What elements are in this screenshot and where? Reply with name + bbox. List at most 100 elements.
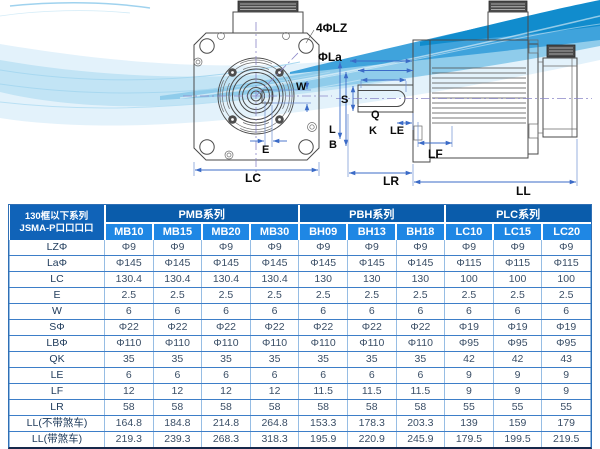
table-row: LR 58 58 58 58 58 58 58 55 55 55 [9,399,591,416]
value-cell: 130.4 [249,271,300,288]
value-cell: 9 [492,383,543,400]
row-label: QK [9,351,105,368]
value-cell: Φ110 [104,335,154,352]
label-flange-lf: LF [428,147,443,161]
value-cell: 9 [444,367,494,384]
value-cell: Φ110 [395,335,446,352]
value-cell: Φ22 [249,319,300,336]
value-cell: 100 [541,271,591,288]
value-cell: 178.3 [346,415,397,432]
value-cell: 2.5 [298,287,348,304]
value-cell: 179.5 [444,431,494,447]
value-cell: Φ95 [444,335,494,352]
table-row: QK 35 35 35 35 35 35 35 42 42 43 [9,351,591,368]
value-cell: 184.8 [152,415,203,432]
value-cell: 9 [492,367,543,384]
model-header-lc10: LC10 [443,223,494,240]
value-cell: 58 [298,399,348,416]
value-cell: 245.9 [395,431,446,447]
value-cell: 35 [201,351,251,368]
model-header-lc20: LC20 [540,223,591,240]
corner-line1: 130框以下系列 [24,210,89,222]
front-view-drawing: 4ΦLZ ΦLa W E LC [183,0,347,185]
model-header-row: MB10 MB15 MB20 MB30 BH09 BH13 BH18 LC10 LC15 LC20 [10,223,591,240]
value-cell: Φ110 [298,335,348,352]
value-cell: 199.5 [492,431,543,447]
model-header-mb10: MB10 [103,223,154,240]
value-cell: Φ22 [298,319,348,336]
value-cell: Φ115 [444,255,494,272]
label-key-k: K [369,125,377,137]
cooling-ribs [432,67,526,124]
value-cell: 55 [444,399,494,416]
value-cell: 130 [346,271,397,288]
value-cell: 268.3 [201,431,251,447]
value-cell: Φ19 [492,319,543,336]
model-header-mb15: MB15 [152,223,202,240]
value-cell: 11.5 [346,383,397,400]
label-key-q: Q [371,109,380,121]
dimension-table: 130框以下系列 JSMA-P口口口口 PMB系列 PBH系列 PLC系列 MB… [9,205,591,447]
label-shaft-lr: LR [383,174,399,188]
value-cell: Φ145 [201,255,251,272]
row-label: LL(不带煞车) [9,415,105,432]
value-cell: 9 [541,367,591,384]
value-cell: 6 [152,303,203,320]
value-cell: 58 [346,399,397,416]
flange-outline [193,32,320,161]
label-frame-size: LC [245,171,261,185]
row-label: W [9,303,105,320]
label-key-offset: E [262,144,269,156]
row-label: LBΦ [9,335,105,352]
value-cell: 6 [541,303,591,320]
series-header-pmb: PMB系列 [103,205,299,224]
value-cell: Φ145 [298,255,348,272]
value-cell: 58 [104,399,154,416]
value-cell: 9 [444,383,494,400]
value-cell: 2.5 [395,287,446,304]
side-view-drawing: S Q K LE L B LF LR LL [329,0,592,198]
label-shaft-dia: S [341,94,348,106]
value-cell: 100 [444,271,494,288]
table-row: LF 12 12 12 12 11.5 11.5 11.5 9 9 9 [9,383,591,400]
value-cell: 164.8 [104,415,154,432]
value-cell: 2.5 [201,287,251,304]
value-cell: 318.3 [249,431,300,447]
series-header-row: 130框以下系列 JSMA-P口口口口 PMB系列 PBH系列 PLC系列 [9,205,591,240]
value-cell: Φ19 [444,319,494,336]
value-cell: 2.5 [104,287,154,304]
value-cell: 35 [298,351,348,368]
value-cell: 195.9 [298,431,348,447]
value-cell: Φ9 [541,240,591,256]
value-cell: 35 [249,351,300,368]
value-cell: 130.4 [201,271,251,288]
label-bolt-holes: 4ΦLZ [316,21,347,35]
value-cell: 58 [201,399,251,416]
value-cell: 6 [104,303,154,320]
value-cell: 6 [298,303,348,320]
row-label: E [9,287,105,304]
value-cell: 6 [298,367,348,384]
value-cell: 6 [152,367,203,384]
value-cell: 35 [395,351,446,368]
value-cell: 6 [104,367,154,384]
value-cell: 55 [541,399,591,416]
label-boss-dia: ΦLa [318,50,342,64]
value-cell: 35 [346,351,397,368]
table-row: LE 6 6 6 6 6 6 6 9 9 9 [9,367,591,384]
value-cell: 12 [104,383,154,400]
series-header-plc: PLC系列 [443,205,591,224]
label-body-ll: LL [516,184,531,198]
model-header-lc15: LC15 [492,223,542,240]
value-cell: 2.5 [541,287,591,304]
value-cell: Φ115 [541,255,591,272]
value-cell: Φ115 [492,255,543,272]
value-cell: 2.5 [249,287,300,304]
value-cell: Φ22 [201,319,251,336]
label-pilot-le: LE [390,125,404,137]
value-cell: Φ95 [541,335,591,352]
row-label: LZΦ [9,240,105,256]
value-cell: Φ22 [152,319,203,336]
value-cell: 139 [444,415,494,432]
